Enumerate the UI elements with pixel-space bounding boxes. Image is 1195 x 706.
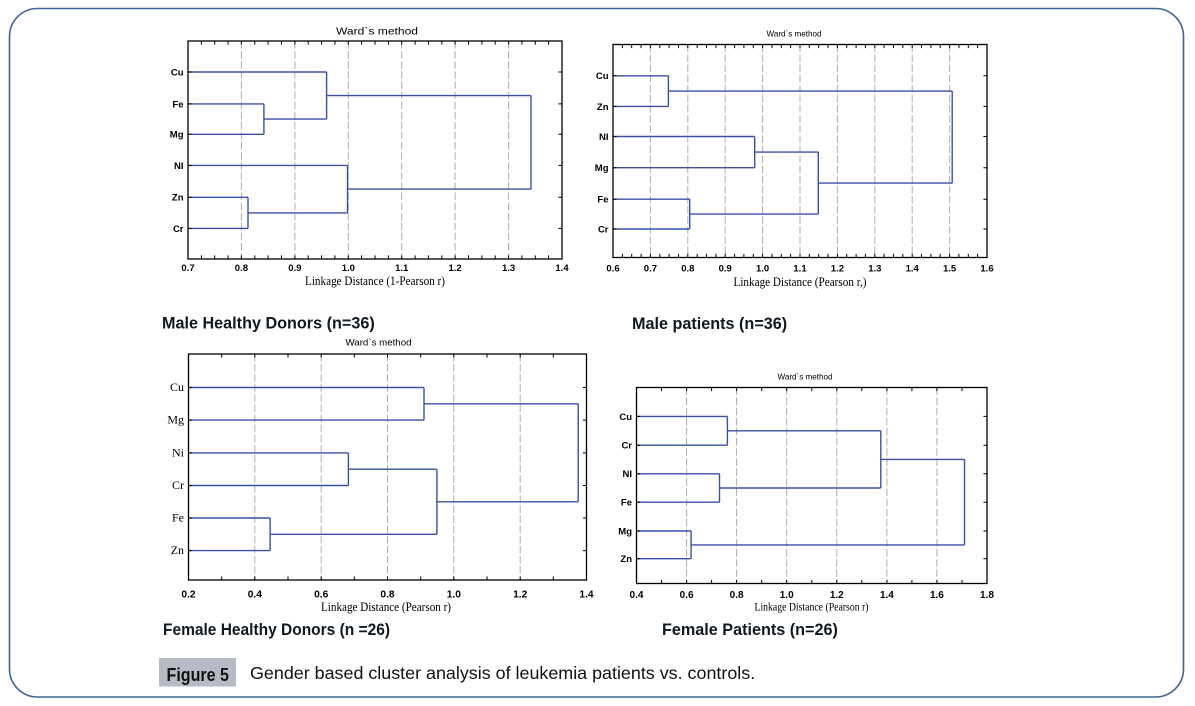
svg-text:Cr: Cr [621,441,632,452]
svg-text:Gender based cluster analysis: Gender based cluster analysis of leukemi… [250,663,755,683]
svg-text:Cr: Cr [172,478,184,492]
svg-text:Male Healthy Donors (n=36): Male Healthy Donors (n=36) [162,315,375,333]
svg-text:Mg: Mg [167,413,184,427]
svg-text:Zn: Zn [171,543,184,557]
svg-text:Mg: Mg [170,130,184,141]
svg-text:Fe: Fe [621,498,632,509]
svg-text:Mg: Mg [595,163,609,174]
svg-text:1.6: 1.6 [930,590,944,601]
svg-text:Ward`s method: Ward`s method [767,28,822,38]
svg-text:1.2: 1.2 [448,263,461,274]
svg-text:Female Patients (n=26): Female Patients (n=26) [662,621,838,639]
svg-text:0.9: 0.9 [288,263,301,274]
svg-text:1.0: 1.0 [756,264,769,275]
svg-text:Ni: Ni [172,445,185,459]
svg-text:0.6: 0.6 [314,590,328,601]
svg-text:0.6: 0.6 [680,590,694,601]
svg-text:Zn: Zn [620,554,632,565]
svg-text:Cu: Cu [619,412,632,423]
svg-text:Ward`s method: Ward`s method [778,372,833,382]
svg-text:NI: NI [174,161,184,172]
svg-text:Fe: Fe [597,195,608,206]
svg-text:Cu: Cu [171,67,184,78]
svg-text:Mg: Mg [618,526,632,537]
svg-text:Fe: Fe [172,99,183,110]
svg-text:Cr: Cr [598,224,609,235]
svg-text:Cu: Cu [596,71,609,82]
svg-text:0.8: 0.8 [681,264,694,275]
svg-text:0.7: 0.7 [181,263,194,274]
svg-text:1.3: 1.3 [502,263,515,274]
svg-text:Cr: Cr [173,224,184,235]
svg-text:0.7: 0.7 [644,264,657,275]
svg-text:Zn: Zn [172,193,184,204]
svg-text:Linkage Distance (Pearson r): Linkage Distance (Pearson r) [755,602,869,614]
svg-text:Cu: Cu [170,380,184,394]
svg-text:0.8: 0.8 [235,263,248,274]
svg-text:1.5: 1.5 [943,264,957,275]
svg-text:Linkage Distance (1-Pearson r): Linkage Distance (1-Pearson r) [305,274,445,288]
svg-text:0.8: 0.8 [730,590,744,601]
svg-text:Ward`s method: Ward`s method [336,26,418,38]
svg-text:0.8: 0.8 [380,590,394,601]
svg-text:1.3: 1.3 [868,264,881,275]
svg-text:1.2: 1.2 [830,590,844,601]
svg-text:1.0: 1.0 [780,590,794,601]
svg-text:Zn: Zn [597,102,609,113]
svg-text:Figure 5: Figure 5 [167,665,230,685]
svg-text:Male patients (n=36): Male patients (n=36) [632,315,787,333]
svg-text:Female Healthy Donors (n =26): Female Healthy Donors (n =26) [163,621,390,639]
svg-text:0.6: 0.6 [606,264,619,275]
svg-text:NI: NI [599,132,609,143]
svg-text:1.4: 1.4 [579,590,593,601]
svg-text:NI: NI [623,469,633,480]
svg-text:1.2: 1.2 [513,590,527,601]
svg-text:Linkage Distance (Pearson r,): Linkage Distance (Pearson r,) [734,275,867,289]
svg-text:1.1: 1.1 [793,264,807,275]
svg-text:1.4: 1.4 [880,590,894,601]
svg-text:0.2: 0.2 [181,590,195,601]
svg-text:1.6: 1.6 [980,264,993,275]
svg-text:1.8: 1.8 [980,590,994,601]
svg-text:Ward`s method: Ward`s method [346,338,412,349]
svg-text:1.4: 1.4 [555,263,569,274]
svg-text:0.9: 0.9 [719,264,732,275]
svg-text:1.2: 1.2 [831,264,844,275]
svg-text:1.1: 1.1 [395,263,409,274]
svg-text:0.4: 0.4 [630,590,644,601]
svg-text:Fe: Fe [172,510,184,524]
svg-text:1.0: 1.0 [342,263,355,274]
svg-text:0.4: 0.4 [248,590,262,601]
svg-text:1.4: 1.4 [906,264,920,275]
svg-text:Linkage Distance (Pearson r): Linkage Distance (Pearson r) [321,600,451,614]
svg-text:1.0: 1.0 [447,590,461,601]
